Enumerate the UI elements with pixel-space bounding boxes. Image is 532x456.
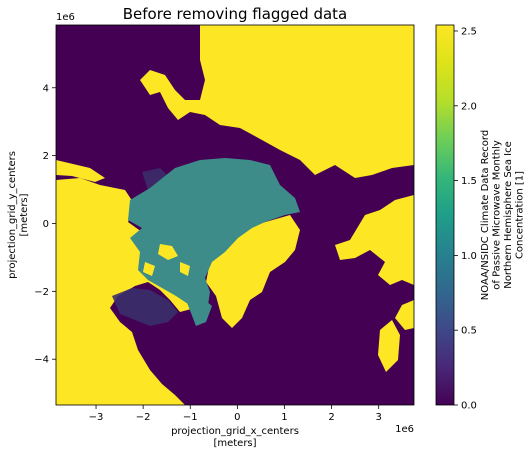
colorbar-label-line: Concentration [1] bbox=[515, 171, 526, 259]
land-siberia-coast bbox=[140, 25, 414, 178]
x-tick-label: −3 bbox=[89, 412, 104, 423]
y-tick-label: 4 bbox=[43, 83, 49, 94]
y-tick-label: 0 bbox=[43, 219, 49, 230]
colorbar-tick-label: 0.5 bbox=[461, 326, 477, 337]
land-alaska-north bbox=[56, 160, 105, 182]
x-tick-label: 1 bbox=[281, 412, 287, 423]
colorbar-label: NOAA/NSIDC Climate Data Record of Passive… bbox=[480, 130, 526, 300]
ocean-shadow-hudson bbox=[112, 288, 178, 326]
colorbar-tick-label: 2.0 bbox=[461, 101, 477, 112]
y-axis-label-line2: [meters] bbox=[19, 193, 30, 236]
heatmap-image bbox=[56, 25, 414, 405]
colorbar-tick-label: 2.5 bbox=[461, 26, 477, 37]
colorbar-tick-label: 1.0 bbox=[461, 251, 477, 262]
x-tick-label: 0 bbox=[234, 412, 240, 423]
colorbar-label-line: of Passive Microwave Monthly bbox=[492, 140, 503, 290]
x-tick-label: 2 bbox=[328, 412, 334, 423]
x-axis: −3 −2 −1 0 1 2 3 bbox=[89, 405, 382, 423]
land-scandinavia bbox=[335, 195, 414, 285]
land-archipelago-islands bbox=[143, 244, 190, 276]
plot-frame bbox=[55, 24, 415, 406]
colorbar-tick-label: 1.5 bbox=[461, 176, 477, 187]
chart-title: Before removing flagged data bbox=[123, 5, 348, 23]
x-axis-label-line2: [meters] bbox=[213, 438, 256, 449]
colorbar bbox=[435, 24, 455, 406]
y-tick-label: −4 bbox=[34, 355, 49, 366]
y-axis: −4 −2 0 2 4 bbox=[34, 83, 56, 366]
x-tick-label: −1 bbox=[183, 412, 198, 423]
colorbar-tick-label: 0.0 bbox=[461, 401, 477, 412]
colorbar-ticks: 0.0 0.5 1.0 1.5 2.0 2.5 bbox=[454, 26, 477, 412]
x-axis-label-line1: projection_grid_x_centers bbox=[171, 426, 299, 437]
land-north-america bbox=[56, 178, 205, 405]
x-offset-label: 1e6 bbox=[395, 424, 414, 435]
x-tick-label: 3 bbox=[375, 412, 381, 423]
land-britain bbox=[378, 320, 400, 372]
x-tick-label: −2 bbox=[136, 412, 151, 423]
y-offset-label: 1e6 bbox=[56, 12, 75, 23]
y-tick-label: 2 bbox=[43, 151, 49, 162]
colorbar-label-line: NOAA/NSIDC Climate Data Record bbox=[480, 130, 491, 300]
land-europe-lower bbox=[395, 300, 414, 330]
sea-ice-baffin bbox=[186, 296, 212, 326]
y-axis-label-line1: projection_grid_y_centers bbox=[7, 151, 18, 279]
y-tick-label: −2 bbox=[34, 287, 49, 298]
colorbar-label-line: Northern Hemisphere Sea Ice bbox=[503, 141, 514, 288]
sea-ice-arctic bbox=[128, 158, 300, 312]
